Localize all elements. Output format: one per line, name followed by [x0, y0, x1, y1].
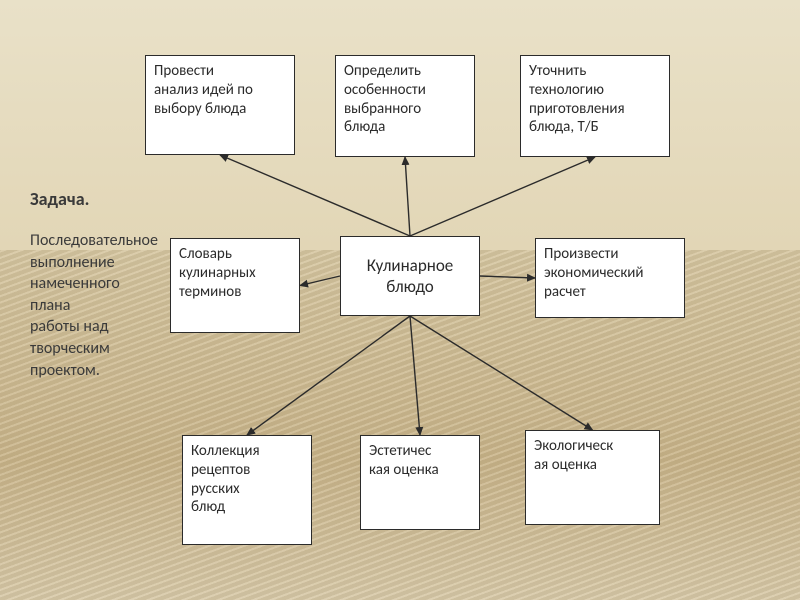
node-n2: Определить особенности выбранного блюда [335, 55, 475, 157]
node-n6: Коллекция рецептов русских блюд [182, 435, 312, 545]
node-n1: Провести анализ идей по выбору блюда [145, 55, 295, 155]
node-n8: Экологическ ая оценка [525, 430, 660, 525]
diagram-canvas: Задача. Последовательное выполнение наме… [0, 0, 800, 600]
node-n5: Произвести экономический расчет [535, 238, 685, 318]
node-n4: Словарь кулинарных терминов [170, 238, 300, 333]
center-node: Кулинарное блюдо [340, 236, 480, 316]
task-title: Задача. [30, 188, 89, 210]
node-n7: Эстетичес кая оценка [360, 435, 480, 530]
task-body: Последовательное выполнение намеченного … [30, 230, 158, 381]
node-n3: Уточнить технологию приготовления блюда,… [520, 55, 670, 157]
